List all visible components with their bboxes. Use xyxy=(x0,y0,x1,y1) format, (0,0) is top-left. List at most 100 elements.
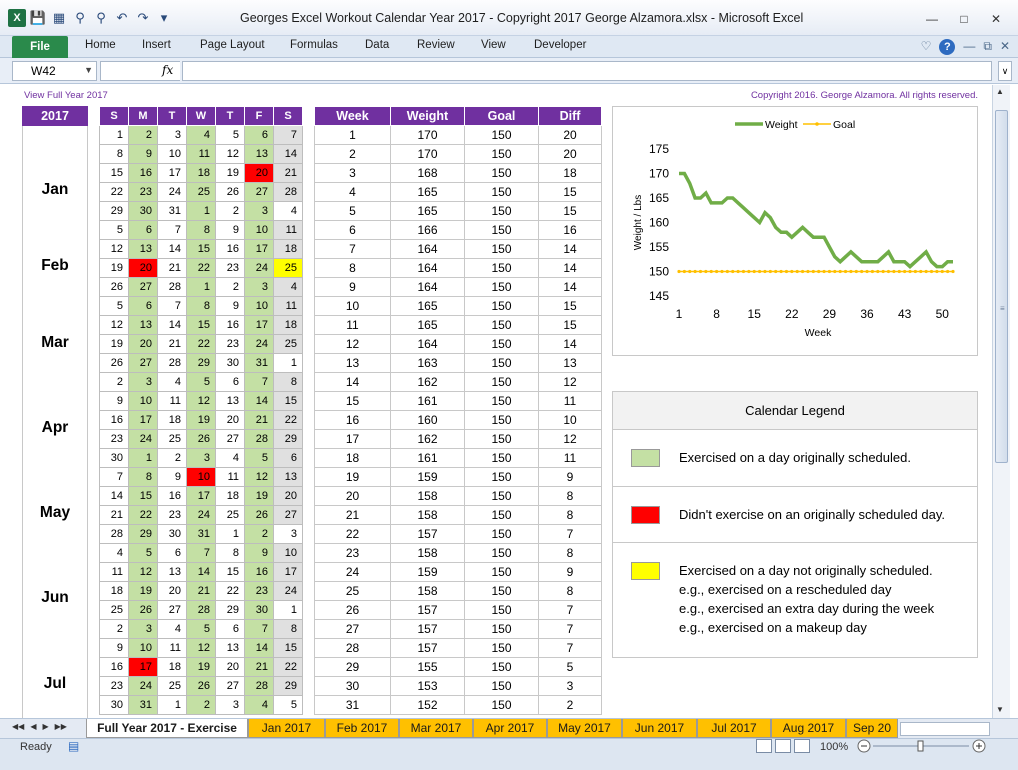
calendar-day[interactable]: 27 xyxy=(157,600,187,620)
calendar-day[interactable]: 27 xyxy=(128,353,158,373)
customize-toolbar-icon[interactable]: ▾ xyxy=(160,10,168,25)
calendar-day[interactable]: 24 xyxy=(186,505,216,525)
table-cell[interactable]: 28 xyxy=(314,638,391,658)
calendar-day[interactable]: 14 xyxy=(244,638,274,658)
calendar-day[interactable]: 7 xyxy=(244,619,274,639)
calendar-day[interactable]: 3 xyxy=(186,448,216,468)
calendar-day[interactable]: 2 xyxy=(215,201,245,221)
calendar-day[interactable]: 25 xyxy=(157,429,187,449)
table-cell[interactable]: 165 xyxy=(390,296,465,316)
calendar-day[interactable]: 24 xyxy=(273,581,303,601)
table-cell[interactable]: 150 xyxy=(464,353,539,373)
tab-review[interactable]: Review xyxy=(417,39,455,51)
calendar-day[interactable]: 1 xyxy=(186,277,216,297)
table-cell[interactable]: 166 xyxy=(390,220,465,240)
table-cell[interactable]: 150 xyxy=(464,258,539,278)
calendar-day[interactable]: 13 xyxy=(128,239,158,259)
calendar-day[interactable]: 4 xyxy=(99,543,129,563)
calendar-day[interactable]: 5 xyxy=(128,543,158,563)
normal-view-icon[interactable] xyxy=(756,739,772,753)
table-cell[interactable]: 161 xyxy=(390,448,465,468)
table-cell[interactable]: 19 xyxy=(314,467,391,487)
calendar-day[interactable]: 7 xyxy=(273,125,303,145)
calendar-day[interactable]: 5 xyxy=(244,448,274,468)
calendar-day[interactable]: 29 xyxy=(215,600,245,620)
calendar-day[interactable]: 6 xyxy=(128,296,158,316)
calendar-day[interactable]: 11 xyxy=(99,562,129,582)
calendar-day[interactable]: 6 xyxy=(157,543,187,563)
table-cell[interactable]: 12 xyxy=(538,429,602,449)
close-icon[interactable]: ✕ xyxy=(990,12,1002,26)
calendar-day[interactable]: 5 xyxy=(215,125,245,145)
minimize-ribbon-icon[interactable]: ♡ xyxy=(920,39,932,53)
calendar-day[interactable]: 4 xyxy=(186,125,216,145)
table-cell[interactable]: 159 xyxy=(390,562,465,582)
table-cell[interactable]: 15 xyxy=(538,182,602,202)
table-cell[interactable]: 150 xyxy=(464,315,539,335)
calendar-day[interactable]: 28 xyxy=(157,277,187,297)
table-cell[interactable]: 150 xyxy=(464,581,539,601)
table-cell[interactable]: 150 xyxy=(464,600,539,620)
calendar-day[interactable]: 20 xyxy=(215,657,245,677)
table-cell[interactable]: 15 xyxy=(314,391,391,411)
table-cell[interactable]: 150 xyxy=(464,429,539,449)
table-cell[interactable]: 150 xyxy=(464,239,539,259)
calendar-day[interactable]: 8 xyxy=(128,467,158,487)
calendar-day[interactable]: 9 xyxy=(128,144,158,164)
calendar-day[interactable]: 1 xyxy=(273,353,303,373)
horizontal-scrollbar[interactable] xyxy=(900,722,990,736)
calendar-day[interactable]: 18 xyxy=(157,410,187,430)
sheet-tab[interactable]: Feb 2017 xyxy=(325,719,399,738)
worksheet[interactable]: View Full Year 2017 Copyright 2016. Geor… xyxy=(12,85,990,718)
calendar-day[interactable]: 8 xyxy=(186,296,216,316)
table-cell[interactable]: 150 xyxy=(464,144,539,164)
minimize-icon[interactable]: — xyxy=(926,12,938,26)
calendar-day[interactable]: 8 xyxy=(273,619,303,639)
zoom-slider[interactable] xyxy=(857,739,987,753)
calendar-day[interactable]: 15 xyxy=(99,163,129,183)
table-cell[interactable]: 11 xyxy=(538,391,602,411)
calendar-day[interactable]: 17 xyxy=(128,657,158,677)
calendar-day[interactable]: 13 xyxy=(215,391,245,411)
table-cell[interactable]: 18 xyxy=(538,163,602,183)
calendar-day[interactable]: 5 xyxy=(273,695,303,715)
table-cell[interactable]: 17 xyxy=(314,429,391,449)
calendar-day[interactable]: 20 xyxy=(273,486,303,506)
calendar-day[interactable]: 24 xyxy=(128,676,158,696)
calendar-day[interactable]: 17 xyxy=(244,315,274,335)
sheet-tab[interactable]: Jan 2017 xyxy=(248,719,325,738)
calendar-day[interactable]: 18 xyxy=(215,486,245,506)
table-cell[interactable]: 8 xyxy=(314,258,391,278)
table-cell[interactable]: 158 xyxy=(390,505,465,525)
file-tab[interactable]: File xyxy=(12,36,68,58)
calendar-day[interactable]: 6 xyxy=(128,220,158,240)
calendar-day[interactable]: 23 xyxy=(244,581,274,601)
table-cell[interactable]: 14 xyxy=(538,277,602,297)
calendar-day[interactable]: 26 xyxy=(128,600,158,620)
vertical-scrollbar[interactable]: ▲ ≡ ▼ xyxy=(992,85,1010,718)
table-cell[interactable]: 7 xyxy=(314,239,391,259)
calendar-day[interactable]: 30 xyxy=(128,201,158,221)
calendar-day[interactable]: 16 xyxy=(128,163,158,183)
calendar-day[interactable]: 10 xyxy=(273,543,303,563)
tab-full-year[interactable]: Full Year 2017 - Exercise xyxy=(86,719,248,738)
calendar-day[interactable]: 14 xyxy=(273,144,303,164)
table-cell[interactable]: 155 xyxy=(390,657,465,677)
calendar-day[interactable]: 9 xyxy=(215,296,245,316)
calendar-day[interactable]: 30 xyxy=(157,524,187,544)
table-cell[interactable]: 8 xyxy=(538,581,602,601)
first-sheet-icon[interactable]: ◀◀ xyxy=(12,722,25,731)
calendar-day[interactable]: 21 xyxy=(244,410,274,430)
calendar-day[interactable]: 9 xyxy=(99,391,129,411)
table-cell[interactable]: 164 xyxy=(390,334,465,354)
table-cell[interactable]: 157 xyxy=(390,524,465,544)
calendar-day[interactable]: 15 xyxy=(186,315,216,335)
table-cell[interactable]: 150 xyxy=(464,676,539,696)
calendar-day[interactable]: 8 xyxy=(186,220,216,240)
table-cell[interactable]: 14 xyxy=(538,258,602,278)
table-cell[interactable]: 9 xyxy=(314,277,391,297)
calendar-day[interactable]: 19 xyxy=(244,486,274,506)
calendar-day[interactable]: 22 xyxy=(215,581,245,601)
table-cell[interactable]: 6 xyxy=(314,220,391,240)
table-cell[interactable]: 150 xyxy=(464,391,539,411)
